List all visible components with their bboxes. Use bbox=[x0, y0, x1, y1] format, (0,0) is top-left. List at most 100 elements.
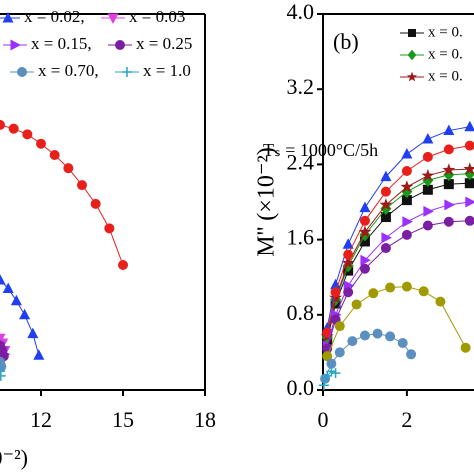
y-tick-label: 2.4 bbox=[287, 149, 315, 174]
marker bbox=[33, 349, 45, 360]
marker bbox=[118, 259, 128, 270]
marker bbox=[0, 119, 5, 130]
marker bbox=[385, 331, 396, 342]
marker bbox=[435, 296, 446, 307]
legend-label: x = 0.70, bbox=[38, 61, 99, 80]
marker bbox=[422, 220, 433, 231]
legend-label: x = 0. bbox=[428, 24, 463, 40]
x-tick-label: 18 bbox=[194, 407, 216, 432]
marker bbox=[402, 216, 413, 228]
marker bbox=[460, 342, 471, 353]
marker bbox=[464, 215, 474, 226]
marker bbox=[381, 232, 392, 244]
marker bbox=[358, 225, 372, 238]
x-tick-label: 15 bbox=[112, 407, 134, 432]
marker bbox=[400, 180, 414, 193]
marker bbox=[359, 330, 370, 341]
x-tick-label: 12 bbox=[30, 407, 52, 432]
y-tick-label: 3.2 bbox=[287, 74, 315, 99]
panel-label: (b) bbox=[333, 29, 359, 54]
marker bbox=[326, 366, 337, 377]
marker bbox=[90, 198, 101, 209]
marker bbox=[442, 163, 456, 176]
marker bbox=[104, 223, 115, 234]
marker bbox=[464, 140, 474, 151]
marker bbox=[322, 370, 333, 381]
marker bbox=[443, 179, 454, 190]
series-line bbox=[0, 124, 124, 266]
x-axis-label: (×10⁻²) bbox=[0, 445, 28, 470]
marker bbox=[2, 12, 14, 23]
marker bbox=[443, 124, 455, 136]
marker bbox=[465, 196, 474, 208]
marker bbox=[49, 150, 60, 160]
marker bbox=[380, 243, 391, 254]
marker bbox=[401, 281, 412, 292]
marker bbox=[401, 229, 412, 240]
marker bbox=[443, 216, 454, 227]
marker bbox=[341, 256, 355, 269]
marker bbox=[77, 180, 87, 191]
marker bbox=[347, 336, 358, 347]
marker bbox=[8, 123, 19, 134]
marker bbox=[360, 254, 371, 266]
legend-label: x = 0. bbox=[428, 46, 463, 62]
marker bbox=[421, 168, 435, 182]
legend-label: x = 1.0 bbox=[143, 61, 191, 80]
y-tick-label: 4.0 bbox=[287, 0, 315, 24]
marker bbox=[326, 358, 337, 369]
marker bbox=[351, 299, 362, 310]
marker bbox=[10, 294, 22, 306]
marker bbox=[115, 40, 125, 50]
marker bbox=[401, 165, 412, 176]
y-axis-label: M'' (×10⁻²) bbox=[254, 147, 280, 256]
marker bbox=[406, 71, 418, 82]
legend-label: x = 0. bbox=[428, 68, 463, 84]
marker bbox=[422, 151, 433, 162]
marker bbox=[372, 328, 383, 339]
marker bbox=[63, 163, 74, 174]
marker bbox=[464, 178, 474, 189]
marker bbox=[0, 361, 7, 372]
marker bbox=[330, 278, 342, 290]
marker bbox=[36, 138, 46, 149]
marker bbox=[0, 370, 6, 381]
marker bbox=[343, 249, 354, 260]
marker bbox=[27, 327, 39, 339]
marker bbox=[334, 347, 345, 358]
marker bbox=[379, 198, 393, 211]
marker bbox=[444, 199, 455, 211]
legend-label: x = 0.02, bbox=[24, 7, 85, 26]
marker bbox=[406, 349, 417, 360]
marker bbox=[17, 67, 27, 77]
marker bbox=[359, 215, 370, 226]
series-line bbox=[323, 370, 336, 386]
marker bbox=[342, 238, 354, 249]
marker bbox=[322, 351, 333, 362]
marker bbox=[380, 212, 391, 223]
marker bbox=[401, 195, 412, 206]
marker bbox=[334, 321, 345, 332]
marker bbox=[359, 263, 370, 274]
marker bbox=[423, 205, 434, 217]
marker bbox=[10, 39, 21, 51]
marker bbox=[408, 29, 416, 37]
marker bbox=[407, 49, 417, 61]
marker bbox=[22, 129, 33, 140]
x-tick-label: 0 bbox=[318, 407, 329, 432]
y-tick-label: 0.8 bbox=[287, 300, 315, 325]
legend-label: x = 0.03 bbox=[129, 7, 185, 26]
legend-label: x = 0.25 bbox=[136, 34, 192, 53]
marker bbox=[380, 170, 392, 182]
x-tick-label: 2 bbox=[401, 407, 412, 432]
marker bbox=[380, 186, 391, 197]
marker bbox=[19, 308, 31, 320]
marker bbox=[318, 380, 329, 391]
marker bbox=[0, 274, 6, 285]
marker bbox=[422, 133, 434, 144]
marker bbox=[464, 120, 474, 132]
marker bbox=[359, 201, 371, 213]
marker bbox=[107, 13, 119, 24]
